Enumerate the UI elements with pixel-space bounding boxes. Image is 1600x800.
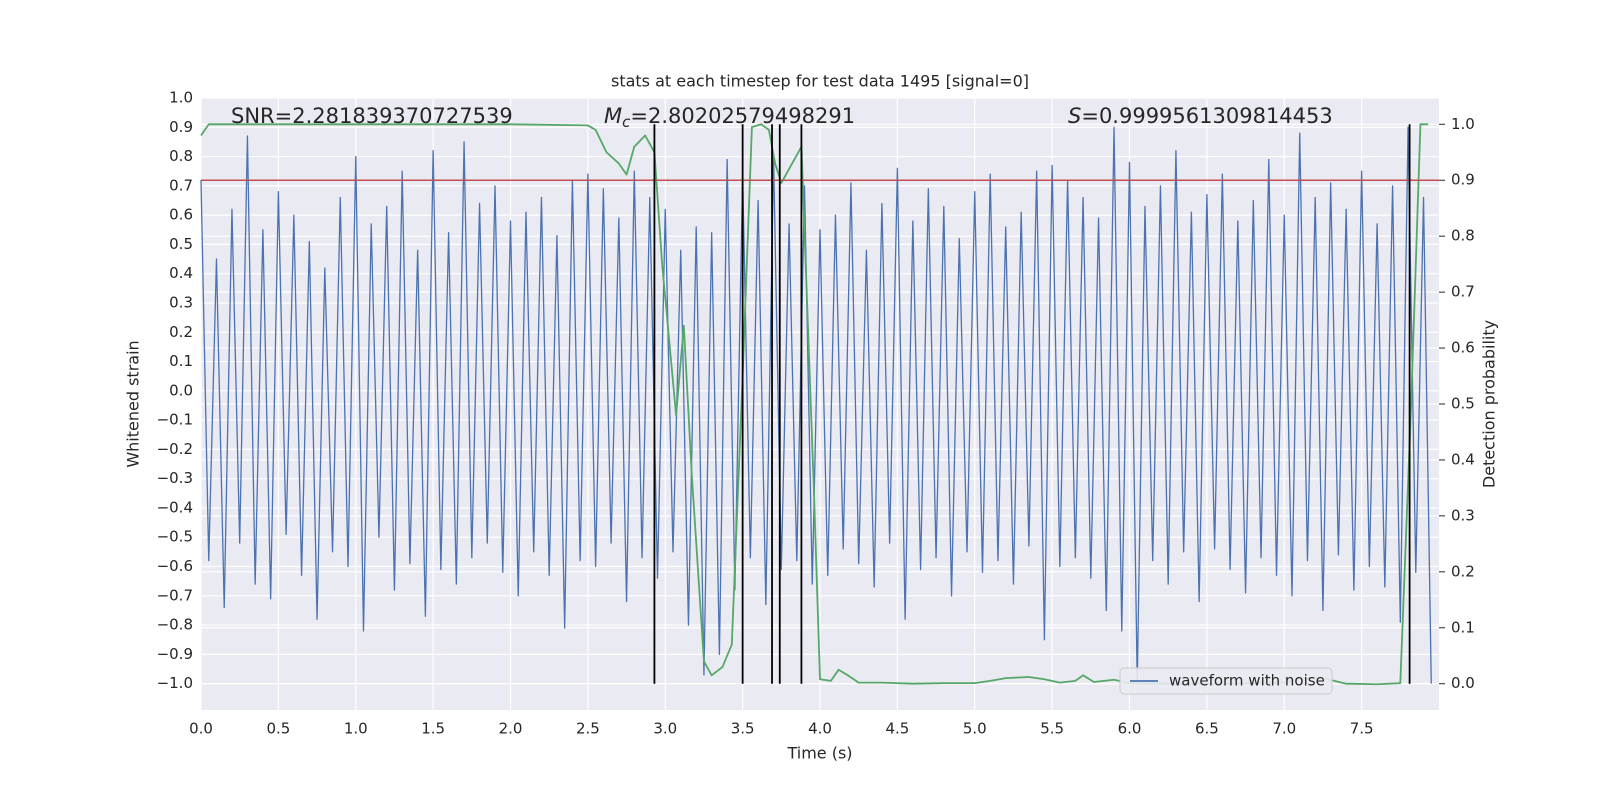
x-tick-label: 6.5	[1195, 720, 1219, 738]
x-axis-label: Time (s)	[786, 744, 852, 763]
y-tick-label: −1.0	[157, 674, 193, 692]
x-tick-label: 0.5	[266, 720, 290, 738]
x-tick-label: 1.5	[421, 720, 445, 738]
x-tick-label: 7.0	[1272, 720, 1296, 738]
x-tick-label: 7.5	[1350, 720, 1374, 738]
x-tick-label: 4.5	[885, 720, 909, 738]
annotation-text: =0.9999561309814453	[1081, 104, 1332, 128]
y-tick-label: −0.2	[157, 440, 193, 458]
annotation: Mc=2.80202579498291	[604, 104, 855, 131]
y2-tick-label: 0.0	[1451, 674, 1475, 692]
x-tick-label: 4.0	[808, 720, 832, 738]
x-tick-label: 5.5	[1040, 720, 1064, 738]
y-tick-label: 0.8	[169, 147, 193, 165]
y-tick-label: −0.5	[157, 528, 193, 546]
y2-axis-label: Detection probability	[1480, 320, 1499, 488]
annotation: SNR=2.281839370727539	[231, 104, 513, 128]
y-tick-label: 0.4	[169, 264, 193, 282]
annotation-text: SNR=2.281839370727539	[231, 104, 513, 128]
x-tick-label: 3.5	[731, 720, 755, 738]
annotation-symbol: S	[1068, 104, 1081, 128]
x-tick-label: 6.0	[1118, 720, 1142, 738]
y2-tick-label: 0.3	[1451, 506, 1475, 524]
y-tick-label: −0.1	[157, 411, 193, 429]
annotation-symbol: M	[604, 104, 622, 128]
y-tick-label: −0.9	[157, 645, 193, 663]
legend-label: waveform with noise	[1169, 672, 1325, 690]
y2-tick-label: 0.2	[1451, 562, 1475, 580]
y-tick-label: −0.6	[157, 557, 193, 575]
y-tick-label: −0.7	[157, 586, 193, 604]
y2-tick-label: 1.0	[1451, 115, 1475, 133]
chart-title: stats at each timestep for test data 149…	[611, 72, 1029, 91]
y2-tick-label: 0.6	[1451, 339, 1475, 357]
x-tick-label: 0.0	[189, 720, 213, 738]
y-tick-label: 0.1	[169, 352, 193, 370]
x-tick-label: 1.0	[344, 720, 368, 738]
legend-box	[1119, 667, 1333, 695]
y2-tick-label: 0.9	[1451, 171, 1475, 189]
x-tick-label: 2.5	[576, 720, 600, 738]
y2-tick-label: 0.1	[1451, 618, 1475, 636]
annotation-subscript: c	[622, 113, 631, 131]
y-tick-label: 0.3	[169, 293, 193, 311]
x-tick-label: 2.0	[499, 720, 523, 738]
y-tick-label: 0.9	[169, 118, 193, 136]
y2-tick-label: 0.8	[1451, 227, 1475, 245]
series-line	[200, 126, 1432, 685]
y-tick-label: 0.7	[169, 176, 193, 194]
y2-tick-label: 0.4	[1451, 450, 1475, 468]
y-tick-label: −0.8	[157, 616, 193, 634]
annotation: S=0.9999561309814453	[1068, 104, 1333, 128]
y-tick-label: 0.0	[169, 381, 193, 399]
y2-tick-label: 0.7	[1451, 283, 1475, 301]
y-tick-label: −0.3	[157, 469, 193, 487]
x-tick-label: 3.0	[653, 720, 677, 738]
annotation-text: =2.80202579498291	[630, 104, 855, 128]
y-tick-label: 0.6	[169, 206, 193, 224]
y-tick-label: 0.2	[169, 323, 193, 341]
y-axis-label: Whitened strain	[124, 340, 143, 467]
y-tick-label: −0.4	[157, 498, 193, 516]
x-tick-label: 5.0	[963, 720, 987, 738]
y-tick-label: 1.0	[169, 89, 193, 107]
y2-tick-label: 0.5	[1451, 395, 1475, 413]
y-tick-label: 0.5	[169, 235, 193, 253]
